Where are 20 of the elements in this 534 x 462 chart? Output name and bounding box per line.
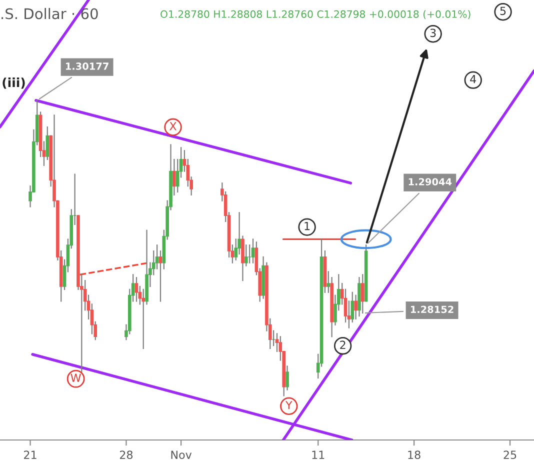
annotation: 1: [304, 222, 310, 230]
text: 3: [430, 28, 436, 38]
text: Y: [285, 401, 292, 410]
annotation: 2: [340, 340, 346, 349]
text: 5: [500, 6, 506, 16]
annotation: 1.30177: [66, 62, 108, 70]
annotation: X: [170, 122, 176, 130]
annotation: W: [70, 374, 81, 382]
text: (iii): [2, 78, 25, 89]
x-tick-label: 18: [408, 450, 420, 460]
text: 4: [470, 75, 476, 84]
chart-subtitle: O1.28780 H1.28808 L1.28760 C1.28798 +0.00018 (+0.01%): [160, 10, 470, 20]
annotation: 1.29044: [408, 178, 452, 186]
annotation: 1.28152: [410, 306, 454, 314]
x-tick-label: 21: [24, 450, 36, 459]
x-tick-label: 11: [312, 450, 324, 459]
chart-title: .S. Dollar · 60: [2, 8, 98, 20]
x-tick-label: Nov: [171, 450, 192, 460]
x-tick-label: 25: [504, 450, 516, 460]
x-tick-label: 28: [120, 450, 133, 460]
